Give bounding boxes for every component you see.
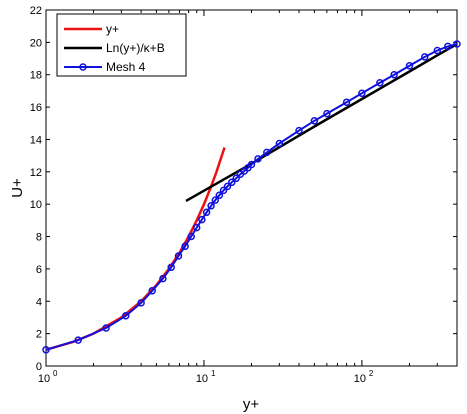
x-tick-label-exponent: 2	[369, 369, 374, 378]
data-point-marker	[215, 191, 224, 200]
data-point-marker	[342, 98, 351, 106]
legend-label-mesh-4: Mesh 4	[106, 60, 146, 74]
y-tick-label: 20	[30, 37, 42, 49]
x-tick-label-base: 10	[196, 373, 208, 385]
x-axis-ticks: 10 0 10 1 10 2	[38, 10, 458, 385]
y-tick-label: 4	[36, 296, 42, 308]
y-tick-label: 2	[36, 329, 42, 341]
series-mesh-4	[42, 40, 461, 354]
data-point-marker	[310, 117, 319, 125]
y-tick-label: 0	[36, 361, 42, 373]
data-point-marker	[192, 223, 201, 232]
data-point-marker	[102, 324, 110, 332]
data-point-marker	[42, 346, 50, 354]
x-tick-label-base: 10	[38, 373, 50, 385]
y-tick-label: 18	[30, 70, 42, 82]
series-layer	[42, 40, 461, 354]
y-tick-label: 12	[30, 167, 42, 179]
data-point-marker	[137, 299, 145, 307]
data-point-marker	[405, 62, 414, 70]
data-point-marker	[148, 287, 156, 295]
data-point-marker	[232, 174, 240, 183]
y-tick-label: 22	[30, 5, 42, 17]
data-point-marker	[376, 79, 384, 87]
y-tick-label: 6	[36, 264, 42, 276]
data-point-marker	[295, 126, 303, 135]
data-point-marker	[167, 263, 175, 272]
data-point-marker	[181, 242, 189, 251]
legend-label-log-law: Ln(y+)/κ+B	[106, 41, 165, 55]
legend: y+ Ln(y+)/κ+B Mesh 4	[56, 13, 187, 77]
y-tick-label: 8	[36, 232, 42, 244]
data-point-marker	[263, 148, 271, 157]
data-point-marker	[198, 215, 206, 224]
data-point-marker	[358, 89, 366, 98]
data-point-marker	[187, 232, 195, 241]
data-point-marker	[219, 186, 228, 195]
data-point-marker	[207, 202, 215, 210]
data-point-marker	[433, 46, 442, 55]
data-point-marker	[444, 42, 452, 51]
legend-box	[56, 13, 187, 77]
x-tick-label-base: 10	[354, 373, 366, 385]
data-point-marker	[275, 139, 284, 148]
data-point-marker	[421, 53, 429, 61]
legend-label-y-plus: y+	[106, 22, 119, 36]
y-tick-label: 14	[30, 134, 42, 146]
data-point-marker	[211, 196, 220, 204]
y-axis-ticks: 0 2 4 6 8 10 12 14 16 18 20 22	[30, 5, 457, 373]
data-point-marker	[453, 40, 461, 48]
x-tick-label-exponent: 1	[211, 369, 216, 378]
data-point-marker	[202, 208, 211, 217]
y-axis-title: U+	[9, 178, 26, 198]
y-tick-label: 16	[30, 102, 42, 114]
data-point-marker	[223, 182, 232, 191]
data-point-marker	[247, 160, 256, 169]
x-axis-title: y+	[243, 396, 260, 413]
data-point-marker	[122, 312, 130, 320]
data-point-marker	[228, 178, 236, 187]
x-tick-label-exponent: 0	[53, 369, 58, 378]
y-tick-label: 10	[30, 199, 42, 211]
data-point-marker	[390, 70, 398, 79]
data-point-marker	[159, 274, 167, 283]
data-point-marker	[254, 155, 262, 163]
data-point-marker	[323, 109, 331, 118]
data-point-marker	[74, 336, 82, 344]
data-point-marker	[174, 252, 183, 260]
legend-marker-mesh-4	[79, 63, 87, 71]
